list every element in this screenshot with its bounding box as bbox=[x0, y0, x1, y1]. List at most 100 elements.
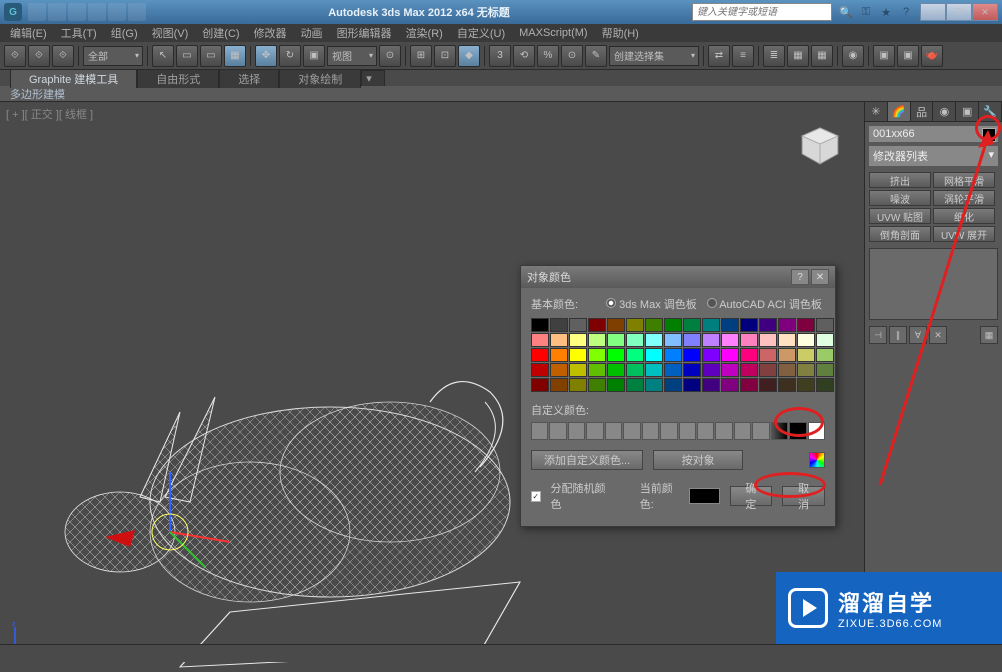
mirror-icon[interactable]: ⇄ bbox=[708, 45, 730, 67]
mod-unwrap[interactable]: UVW 展开 bbox=[933, 226, 995, 242]
palette-swatch[interactable] bbox=[607, 333, 625, 347]
palette-swatch[interactable] bbox=[702, 378, 720, 392]
palette-swatch[interactable] bbox=[702, 363, 720, 377]
palette-swatch[interactable] bbox=[721, 318, 739, 332]
palette-swatch[interactable] bbox=[645, 333, 663, 347]
palette-swatch[interactable] bbox=[664, 348, 682, 362]
rendered-frame-icon[interactable]: ▣ bbox=[897, 45, 919, 67]
layers-icon[interactable]: ≣ bbox=[763, 45, 785, 67]
mod-turbosmooth[interactable]: 涡轮平滑 bbox=[933, 190, 995, 206]
align-icon[interactable]: ≡ bbox=[732, 45, 754, 67]
palette-swatch[interactable] bbox=[569, 333, 587, 347]
ribbon-tab-freeform[interactable]: 自由形式 bbox=[137, 69, 219, 88]
menu-group[interactable]: 组(G) bbox=[105, 24, 144, 42]
remove-mod-icon[interactable]: ✕ bbox=[929, 326, 947, 344]
palette-swatch[interactable] bbox=[683, 318, 701, 332]
palette-swatch[interactable] bbox=[531, 333, 549, 347]
palette-swatch[interactable] bbox=[645, 363, 663, 377]
utilities-tab-icon[interactable]: 🔧 bbox=[979, 102, 1002, 121]
palette-swatch[interactable] bbox=[607, 378, 625, 392]
menu-customize[interactable]: 自定义(U) bbox=[451, 24, 511, 42]
custom-swatch[interactable] bbox=[549, 422, 566, 440]
palette-swatch[interactable] bbox=[664, 318, 682, 332]
palette-swatch[interactable] bbox=[607, 318, 625, 332]
rect-select-icon[interactable]: ▭ bbox=[200, 45, 222, 67]
qat-btn[interactable] bbox=[88, 3, 106, 21]
app-icon[interactable]: G bbox=[4, 3, 22, 21]
select-icon[interactable]: ↖ bbox=[152, 45, 174, 67]
palette-swatch[interactable] bbox=[588, 348, 606, 362]
percent-snap-icon[interactable]: % bbox=[537, 45, 559, 67]
palette-swatch[interactable] bbox=[740, 318, 758, 332]
palette-swatch[interactable] bbox=[664, 363, 682, 377]
palette-swatch[interactable] bbox=[797, 348, 815, 362]
palette-swatch[interactable] bbox=[702, 333, 720, 347]
viewcube[interactable] bbox=[796, 122, 844, 170]
palette-swatch[interactable] bbox=[778, 363, 796, 377]
snap3-icon[interactable]: 3 bbox=[489, 45, 511, 67]
palette-swatch[interactable] bbox=[740, 378, 758, 392]
menu-create[interactable]: 创建(C) bbox=[196, 24, 245, 42]
rotate-icon[interactable]: ↻ bbox=[279, 45, 301, 67]
current-color-swatch[interactable] bbox=[689, 488, 719, 504]
custom-swatch[interactable] bbox=[605, 422, 622, 440]
palette-swatch[interactable] bbox=[816, 333, 834, 347]
palette-swatch[interactable] bbox=[607, 348, 625, 362]
mod-meshsmooth[interactable]: 网格平滑 bbox=[933, 172, 995, 188]
ok-button[interactable]: 确定 bbox=[730, 486, 773, 506]
menu-edit[interactable]: 编辑(E) bbox=[4, 24, 53, 42]
qat-btn[interactable] bbox=[28, 3, 46, 21]
custom-swatch-white[interactable] bbox=[808, 422, 825, 440]
key-icon[interactable]: ⚿ bbox=[858, 4, 874, 20]
custom-swatch-black[interactable] bbox=[789, 422, 806, 440]
mod-extrude[interactable]: 挤出 bbox=[869, 172, 931, 188]
assign-random-checkbox[interactable]: ✓ bbox=[531, 491, 541, 502]
ribbon-tab-selection[interactable]: 选择 bbox=[219, 69, 279, 88]
show-end-icon[interactable]: ∥ bbox=[889, 326, 907, 344]
custom-swatch[interactable] bbox=[623, 422, 640, 440]
star-icon[interactable]: ★ bbox=[878, 4, 894, 20]
palette-swatch[interactable] bbox=[759, 363, 777, 377]
mod-tessellate[interactable]: 细化 bbox=[933, 208, 995, 224]
palette-swatch[interactable] bbox=[626, 318, 644, 332]
unlink-icon[interactable]: ⟐ bbox=[28, 45, 50, 67]
palette-swatch[interactable] bbox=[550, 318, 568, 332]
spinner-snap-icon[interactable]: ⊙ bbox=[561, 45, 583, 67]
palette-swatch[interactable] bbox=[626, 363, 644, 377]
palette-swatch[interactable] bbox=[569, 363, 587, 377]
create-tab-icon[interactable]: ✳ bbox=[865, 102, 888, 121]
palette-swatch[interactable] bbox=[531, 363, 549, 377]
schematic-icon[interactable]: ▦ bbox=[811, 45, 833, 67]
palette-swatch[interactable] bbox=[626, 378, 644, 392]
radio-autocad[interactable] bbox=[707, 298, 717, 308]
palette-swatch[interactable] bbox=[778, 378, 796, 392]
minimize-button[interactable]: — bbox=[920, 3, 946, 21]
palette-swatch[interactable] bbox=[816, 348, 834, 362]
search-icon[interactable]: 🔍 bbox=[838, 4, 854, 20]
restore-button[interactable]: ❐ bbox=[946, 3, 972, 21]
menu-rendering[interactable]: 渲染(R) bbox=[400, 24, 449, 42]
palette-swatch[interactable] bbox=[645, 378, 663, 392]
custom-swatch[interactable] bbox=[697, 422, 714, 440]
mod-uvwmap[interactable]: UVW 贴图 bbox=[869, 208, 931, 224]
cancel-button[interactable]: 取消 bbox=[782, 486, 825, 506]
palette-swatch[interactable] bbox=[721, 333, 739, 347]
palette-swatch[interactable] bbox=[607, 363, 625, 377]
motion-tab-icon[interactable]: ◉ bbox=[933, 102, 956, 121]
custom-swatch[interactable] bbox=[568, 422, 585, 440]
window-crossing-icon[interactable]: ▦ bbox=[224, 45, 246, 67]
palette-swatch[interactable] bbox=[569, 348, 587, 362]
palette-swatch[interactable] bbox=[721, 363, 739, 377]
palette-swatch[interactable] bbox=[740, 363, 758, 377]
help-icon[interactable]: ? bbox=[898, 4, 914, 20]
menu-modifiers[interactable]: 修改器 bbox=[248, 24, 293, 42]
palette-swatch[interactable] bbox=[778, 333, 796, 347]
palette-swatch[interactable] bbox=[550, 378, 568, 392]
hierarchy-tab-icon[interactable]: 品 bbox=[911, 102, 934, 121]
custom-swatch[interactable] bbox=[771, 422, 788, 440]
pin-stack-icon[interactable]: ⊣ bbox=[869, 326, 887, 344]
render-setup-icon[interactable]: ▣ bbox=[873, 45, 895, 67]
keyboard-icon[interactable]: ⊡ bbox=[434, 45, 456, 67]
palette-swatch[interactable] bbox=[531, 318, 549, 332]
angle-snap-icon[interactable]: ⟲ bbox=[513, 45, 535, 67]
